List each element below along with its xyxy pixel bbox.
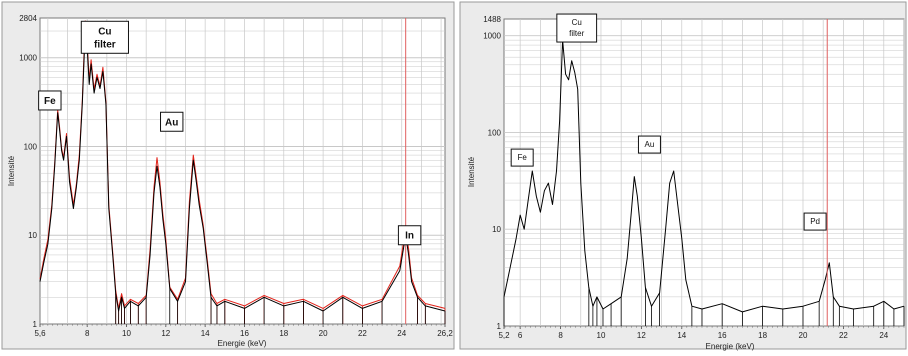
- annotation-label: Fe: [510, 148, 534, 167]
- right-chart-panel: 5,2 6 8 10 12 14 16 18 20 22 24 1 10 100 1000 1488 Fe Cu…: [459, 1, 907, 351]
- annotation-label: Pd: [803, 212, 827, 231]
- y-tick-label: 100: [24, 142, 38, 151]
- left-plot-area: [39, 17, 446, 325]
- annotation-box: [556, 13, 598, 43]
- y-tick-label: 100: [488, 128, 502, 137]
- annotation-text: filter: [94, 39, 116, 50]
- right-grid: [504, 19, 905, 326]
- y-tick-label: 10: [492, 225, 501, 234]
- annotation-box: [803, 212, 827, 231]
- annotation-text: Cu: [572, 18, 582, 27]
- annotation-text: Au: [645, 140, 655, 149]
- left-traces: [39, 18, 446, 324]
- x-tick-label: 20: [319, 329, 328, 338]
- y-tick-label: 2804: [19, 14, 37, 23]
- annotation-text: In: [405, 231, 414, 242]
- y-tick-label: 1000: [19, 54, 37, 63]
- annotation-label: Au: [637, 135, 661, 154]
- annotation-text: filter: [569, 29, 584, 38]
- x-tick-label: 22: [358, 329, 367, 338]
- right-x-axis-label: Energie (keV): [706, 342, 755, 351]
- left-x-axis-label: Energie (keV): [218, 339, 267, 348]
- x-tick-label: 12: [637, 331, 646, 340]
- left-ticks: 5,6 8 10 12 14 16 18 20 22 24 26,2 1 10 100 1000 2804: [19, 14, 453, 338]
- annotation-text: Pd: [810, 217, 820, 226]
- x-tick-label: 8: [558, 331, 563, 340]
- y-tick-label: 1000: [483, 32, 501, 41]
- annotation-label: Au: [160, 111, 184, 132]
- series-line: [503, 39, 905, 313]
- x-tick-label: 14: [677, 331, 686, 340]
- annotation-text: Au: [165, 117, 178, 128]
- series-line: [39, 30, 446, 312]
- y-tick-label: 10: [28, 231, 37, 240]
- annotation-text: Fe: [518, 153, 528, 162]
- annotation-label: Cu filter: [80, 20, 129, 54]
- annotation-text: Cu: [98, 26, 111, 37]
- x-tick-label: 10: [122, 329, 131, 338]
- annotation-text: Fe: [44, 96, 56, 107]
- right-ticks: 5,2 6 8 10 12 14 16 18 20 22 24 1 10 100 1000 1488: [483, 15, 905, 340]
- y-tick-label: 1: [33, 320, 38, 329]
- x-tick-label: 10: [597, 331, 606, 340]
- annotation-box: [510, 148, 534, 167]
- x-tick-label: 20: [799, 331, 808, 340]
- x-tick-label: 5,2: [498, 331, 510, 340]
- annotation-box: [38, 90, 62, 111]
- x-tick-label: 18: [279, 329, 288, 338]
- x-tick-label: 24: [879, 331, 888, 340]
- annotation-label: Cu filter: [556, 13, 598, 43]
- x-tick-label: 22: [839, 331, 848, 340]
- annotation-label: In: [397, 225, 422, 246]
- left-chart-panel: 5,6 8 10 12 14 16 18 20 22 24 26,2 1 10 100 1000 2804 F…: [1, 1, 455, 350]
- x-tick-label: 6: [518, 331, 523, 340]
- right-y-axis-label: Intensité: [467, 156, 476, 187]
- x-tick-label: 18: [758, 331, 767, 340]
- x-tick-label: 26,2: [437, 329, 453, 338]
- annotation-box: [160, 111, 184, 132]
- annotation-box: [397, 225, 422, 246]
- annotation-label: Fe: [38, 90, 62, 111]
- x-tick-label: 14: [201, 329, 210, 338]
- left-y-axis-label: Intensité: [7, 155, 16, 186]
- left-grid: [40, 18, 445, 324]
- x-tick-label: 8: [85, 329, 90, 338]
- annotation-box: [637, 135, 661, 154]
- left-annotations: Fe Cu filter Au In: [38, 20, 422, 246]
- annotation-box: [80, 20, 129, 54]
- right-traces: [503, 19, 905, 326]
- y-tick-label: 1488: [483, 15, 501, 24]
- x-tick-label: 24: [397, 329, 406, 338]
- right-annotations: Fe Cu filter Au Pd: [510, 13, 827, 231]
- x-tick-label: 12: [161, 329, 170, 338]
- x-tick-label: 16: [718, 331, 727, 340]
- x-tick-label: 5,6: [34, 329, 46, 338]
- x-tick-label: 16: [240, 329, 249, 338]
- y-tick-label: 1: [497, 322, 502, 331]
